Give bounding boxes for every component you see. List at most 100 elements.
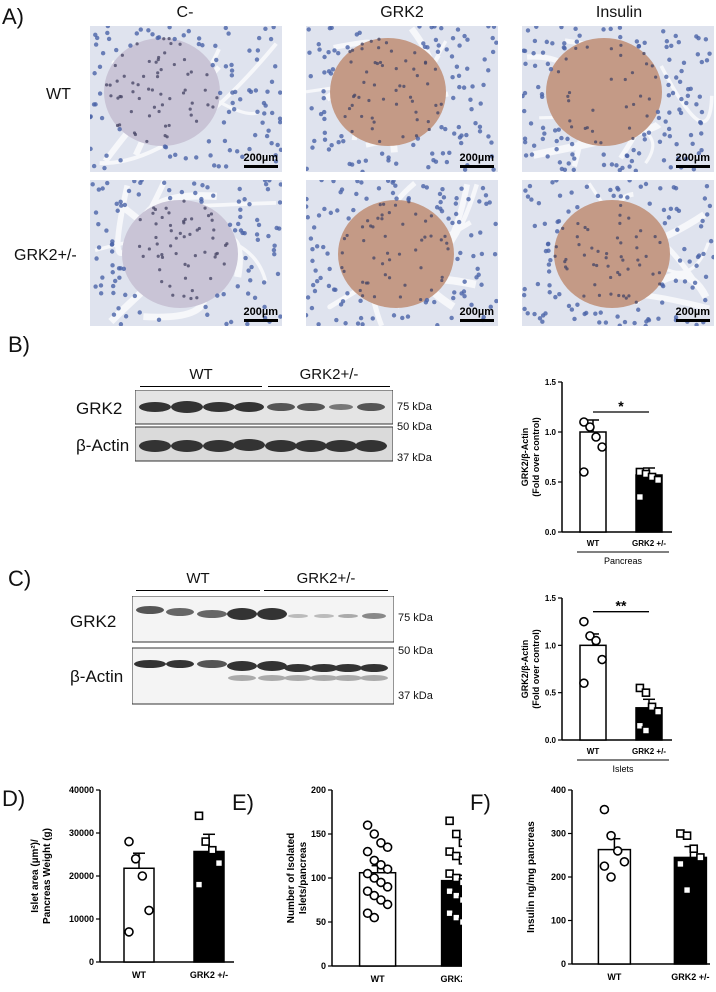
data-point xyxy=(635,683,645,693)
data-point xyxy=(696,853,705,862)
data-point xyxy=(137,871,148,881)
data-point xyxy=(619,856,630,867)
scale-bar-label: 200µm xyxy=(459,152,494,164)
y-tick-label: 0.0 xyxy=(545,528,557,537)
y-tick-label: 30000 xyxy=(69,828,94,838)
data-point xyxy=(194,880,204,889)
y-tick-label: 150 xyxy=(311,829,326,839)
y-tick-label: 100 xyxy=(311,873,326,883)
bar-chart-c: 0.0 0.5 1.0 1.5 GRK2/β-Actin (Fold over contr… xyxy=(520,594,672,774)
blot-c-marker-50: 50 kDa xyxy=(398,645,433,657)
y-tick-label: 300 xyxy=(551,829,566,839)
y-axis-label: (Fold over control) xyxy=(531,417,541,497)
x-tick-label: WT xyxy=(607,972,621,982)
data-point xyxy=(591,432,601,442)
data-point xyxy=(689,844,699,854)
data-point xyxy=(362,868,373,879)
blot-c-marker-37: 37 kDa xyxy=(398,690,433,702)
blot-c-wt-line xyxy=(136,590,260,591)
data-point xyxy=(362,908,373,918)
data-point xyxy=(599,804,610,815)
x-tick-label: GRK2 +/- xyxy=(190,970,228,980)
x-tick-label: GRK2 +/- xyxy=(440,974,462,984)
data-point xyxy=(635,492,645,502)
row-label-wt: WT xyxy=(46,86,71,103)
scale-bar: 200µm xyxy=(459,306,494,322)
data-point xyxy=(647,702,657,712)
data-point xyxy=(369,829,380,839)
blot-c-group-het: GRK2+/- xyxy=(296,570,356,587)
row-label-grk2-het: GRK2+/- xyxy=(14,247,77,264)
data-point xyxy=(676,859,685,869)
data-point xyxy=(362,886,373,896)
x-tick-label: WT xyxy=(587,747,600,756)
significance-marker: * xyxy=(618,398,624,414)
data-point xyxy=(451,913,461,922)
data-point xyxy=(653,475,663,485)
data-point xyxy=(194,811,204,821)
micrograph: 200µm xyxy=(306,180,498,326)
y-tick-label: 1.0 xyxy=(545,641,557,650)
y-tick-label: 200 xyxy=(311,785,326,795)
x-tick-label: WT xyxy=(371,974,385,984)
blot-b-image xyxy=(135,390,393,462)
data-point xyxy=(376,877,386,888)
data-point xyxy=(579,417,589,427)
data-point xyxy=(369,873,380,883)
data-point xyxy=(445,886,454,896)
micrograph: 200µm xyxy=(90,180,282,326)
data-point xyxy=(585,422,595,432)
y-axis-label: Islet area (µm²)/ xyxy=(30,839,41,913)
y-tick-label: 0 xyxy=(561,959,566,969)
data-point xyxy=(606,830,616,841)
blot-c-het-line xyxy=(264,590,388,591)
column-header-c-minus: C- xyxy=(176,4,194,21)
blot-b-group-wt: WT xyxy=(189,366,213,383)
data-point xyxy=(362,846,373,857)
data-point xyxy=(376,837,386,848)
scale-bar: 200µm xyxy=(675,306,710,322)
data-point xyxy=(585,631,595,641)
data-point xyxy=(591,635,601,646)
data-point xyxy=(653,707,663,716)
y-tick-label: 200 xyxy=(551,872,566,882)
scale-bar: 200µm xyxy=(675,152,710,168)
bar xyxy=(673,856,708,965)
scale-bar: 200µm xyxy=(459,152,494,168)
data-point xyxy=(635,721,645,731)
blot-b-grk2-label: GRK2 xyxy=(76,399,123,418)
significance-marker: ** xyxy=(616,598,627,614)
group-label: Pancreas xyxy=(604,556,643,566)
data-point xyxy=(451,851,461,861)
data-point xyxy=(124,927,134,937)
data-point xyxy=(682,831,692,840)
y-axis-label: Islets/pancreas xyxy=(298,841,309,914)
bar xyxy=(635,474,663,533)
data-point xyxy=(144,905,154,916)
data-point xyxy=(445,847,454,856)
scale-bar: 200µm xyxy=(243,152,278,168)
blot-c-marker-75: 75 kDa xyxy=(398,612,433,624)
data-point xyxy=(214,858,224,868)
y-tick-label: 0.0 xyxy=(545,736,557,745)
bar-chart-d: 0 10000 20000 30000 40000 Islet area (µm²)/Pa… xyxy=(30,785,234,980)
data-point xyxy=(445,908,454,918)
data-point xyxy=(682,885,692,895)
blot-c-group-wt: WT xyxy=(186,570,210,587)
y-axis-label: GRK2/β-Actin xyxy=(520,640,530,699)
y-tick-label: 1.5 xyxy=(545,594,557,603)
y-tick-label: 0 xyxy=(321,961,326,971)
scale-bar-label: 200µm xyxy=(459,306,494,318)
blot-c-actin-label: β-Actin xyxy=(70,667,124,686)
data-point xyxy=(208,845,217,855)
blot-b-wt-line xyxy=(140,386,262,387)
y-tick-label: 1.5 xyxy=(545,378,557,387)
data-point xyxy=(376,895,386,905)
data-point xyxy=(130,854,141,864)
bar-chart-f: 0 100 200 300 400 Insulin ng/mg pancreas WT GRK… xyxy=(526,785,710,982)
scale-bar-label: 200µm xyxy=(675,306,710,318)
scale-bar-label: 200µm xyxy=(243,306,278,318)
y-axis-label: GRK2/β-Actin xyxy=(520,428,530,487)
micrograph: 200µm xyxy=(522,26,714,172)
data-point xyxy=(201,837,210,846)
